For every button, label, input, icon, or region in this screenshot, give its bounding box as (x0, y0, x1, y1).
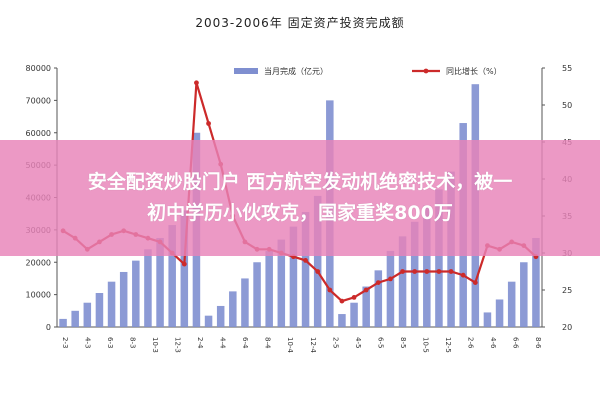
x-tick-label: 12-5 (444, 337, 452, 353)
bar (507, 281, 516, 327)
x-tick-label: 2-5 (331, 337, 339, 348)
y-right-tick-label: 50 (562, 101, 572, 110)
bar (435, 189, 443, 327)
bar (229, 291, 237, 327)
bar (132, 260, 140, 327)
x-tick-label: 6-3 (106, 337, 114, 348)
x-tick-label: 2-4 (196, 337, 204, 349)
line-point (400, 269, 405, 274)
line-point (388, 276, 393, 282)
x-tick-label: 4-4 (219, 337, 227, 349)
y-left-tick-label: 0 (46, 323, 51, 332)
bar (59, 318, 67, 327)
legend-line-marker (423, 68, 429, 74)
bar (520, 262, 528, 327)
bar (277, 239, 286, 327)
bar (119, 271, 128, 327)
bar (216, 305, 225, 327)
x-tick-label: 4-5 (354, 337, 362, 348)
x-tick-label: 2-6 (466, 337, 474, 349)
y-left-tick-label: 80000 (26, 64, 51, 73)
line-point (351, 295, 357, 300)
bar (362, 286, 370, 327)
line-point (424, 269, 430, 274)
line-point (448, 269, 454, 274)
bar (495, 299, 504, 327)
x-tick-label: 10-4 (286, 337, 294, 353)
line-point (472, 280, 478, 285)
bar (386, 250, 395, 327)
bar (253, 262, 261, 327)
banner-line-1: 安全配资炒股门户 西方航空发动机绝密技术，被一 (87, 171, 513, 193)
line-point (436, 269, 442, 274)
bar (483, 312, 492, 327)
bar (107, 281, 116, 327)
line-point (315, 269, 321, 274)
bar (95, 293, 104, 327)
line-point (412, 269, 418, 274)
line-point (327, 287, 333, 293)
x-tick-label: 8-3 (129, 337, 137, 348)
line-point (206, 121, 211, 126)
x-tick-label: 12-4 (309, 337, 317, 353)
x-tick-label: 10-5 (421, 337, 429, 353)
bar (423, 205, 431, 327)
legend-bar-label: 当月完成（亿元） (264, 66, 328, 76)
bar (398, 236, 407, 327)
line-point (194, 80, 199, 86)
x-tick-label: 12-3 (174, 337, 182, 353)
bar (204, 315, 213, 327)
y-right-tick-label: 25 (562, 286, 572, 295)
bar (241, 278, 249, 327)
bar (156, 237, 164, 327)
bar (374, 270, 383, 327)
x-tick-label: 8-6 (534, 337, 542, 349)
x-tick-label: 8-4 (264, 337, 272, 349)
bar (532, 237, 540, 327)
bar (168, 225, 176, 327)
bar (350, 302, 358, 327)
bar (410, 221, 419, 327)
bar (301, 212, 310, 327)
x-tick-label: 10-3 (151, 337, 159, 353)
bar (265, 250, 273, 327)
x-tick-label: 4-3 (84, 337, 92, 348)
line-point (303, 258, 308, 263)
y-right-tick-label: 55 (562, 64, 572, 73)
bar (144, 249, 152, 327)
line-point (375, 280, 381, 285)
bar (338, 314, 346, 327)
y-left-tick-label: 20000 (26, 258, 51, 267)
x-tick-label: 6-6 (511, 337, 519, 349)
chart-title: 2003-2006年 固定资产投资完成额 (195, 16, 405, 30)
line-point (339, 298, 345, 304)
bar (289, 226, 298, 327)
line-point (460, 272, 466, 278)
bar (83, 302, 92, 327)
y-right-tick-label: 20 (562, 323, 572, 332)
y-left-tick-label: 60000 (26, 129, 51, 138)
line-point (363, 287, 369, 293)
banner-line-2: 初中学历小伙攻克，国家重奖800万 (147, 202, 453, 224)
legend-line-label: 同比增长（%） (446, 66, 502, 76)
overlay-banner[interactable]: 安全配资炒股门户 西方航空发动机绝密技术，被一 初中学历小伙攻克，国家重奖800… (0, 140, 600, 256)
x-tick-label: 8-5 (399, 337, 407, 348)
x-tick-label: 2-3 (61, 337, 69, 348)
x-tick-label: 6-5 (376, 337, 384, 348)
legend-bar-swatch (234, 68, 258, 74)
y-left-tick-label: 10000 (26, 291, 51, 300)
bar (71, 310, 79, 327)
bar (180, 210, 189, 327)
x-tick-label: 4-6 (489, 337, 497, 349)
y-left-tick-label: 70000 (26, 96, 51, 105)
line-point (181, 261, 187, 267)
bar (313, 195, 322, 327)
x-tick-label: 6-4 (241, 337, 249, 349)
